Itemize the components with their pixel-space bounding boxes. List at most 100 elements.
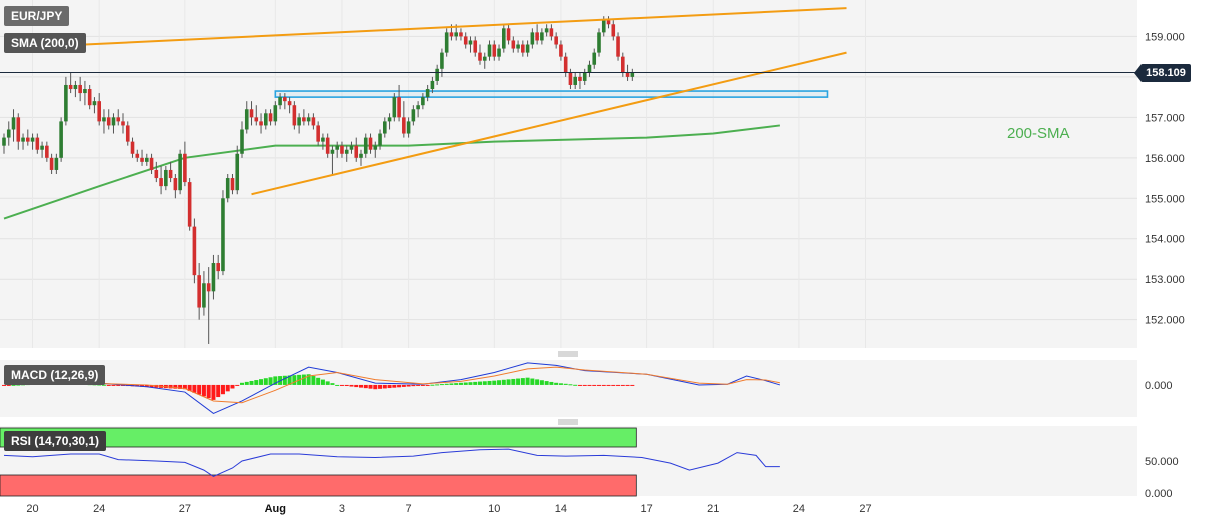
candle	[449, 32, 454, 37]
candle	[582, 72, 587, 81]
candle	[92, 101, 97, 106]
macd-histogram-bar	[392, 384, 397, 388]
macd-histogram-bar	[535, 379, 540, 385]
candle	[283, 97, 287, 102]
macd-histogram-bar	[568, 384, 573, 386]
macd-histogram-bar	[225, 384, 230, 392]
candle	[430, 80, 435, 90]
macd-histogram-bar	[192, 384, 197, 393]
macd-histogram-bar	[111, 384, 116, 386]
trendline	[84, 7, 847, 46]
macd-histogram-bar	[182, 384, 187, 390]
candle	[149, 157, 154, 170]
macd-histogram-bar	[616, 384, 621, 386]
candle	[287, 101, 292, 106]
candle	[473, 40, 478, 53]
x-tick-label: 20	[26, 503, 38, 515]
candle	[559, 44, 563, 57]
candle	[492, 44, 497, 57]
candle	[73, 84, 78, 90]
price-panel: 152.000 153.000 154.000 155.000 156.000 157.0…	[0, 0, 1185, 425]
macd-histogram-bar	[630, 384, 635, 386]
macd-histogram-bar	[149, 384, 154, 388]
macd-histogram-bar	[554, 382, 559, 385]
macd-histogram-bar	[473, 381, 478, 385]
x-axis: 20 24 27 Aug 3 7 10 14 17 21 24 27	[26, 503, 871, 515]
candle	[578, 76, 582, 81]
x-tick-label: 24	[793, 503, 805, 515]
macd-histogram-bar	[187, 384, 192, 391]
rsi-line	[3, 448, 780, 477]
candle	[592, 52, 597, 65]
macd-histogram-bar	[530, 378, 535, 385]
candle	[435, 68, 439, 81]
candle	[530, 32, 535, 45]
candle	[45, 145, 49, 158]
macd-histogram-bar	[230, 384, 235, 389]
candle	[26, 137, 30, 142]
price-panel-bg	[0, 0, 1137, 348]
candle	[516, 44, 520, 49]
macd-histogram-bar	[520, 378, 525, 385]
candle	[235, 153, 240, 191]
sma-annotation: 200-SMA	[1007, 125, 1070, 142]
macd-histogram-bar	[359, 384, 363, 388]
candle	[216, 263, 220, 272]
macd-histogram-bar	[325, 381, 330, 385]
macd-histogram-bar	[116, 384, 121, 386]
rsi-oversold-zone	[0, 474, 637, 497]
candle	[601, 20, 606, 33]
price-tick-label: 154.000	[1145, 234, 1185, 246]
candle	[373, 145, 378, 150]
candle	[387, 117, 392, 122]
x-tick-label: 21	[707, 503, 719, 515]
candle	[397, 97, 401, 118]
macd-histogram-bar	[506, 379, 511, 385]
trendline	[251, 51, 847, 196]
macd-histogram-bar	[411, 384, 416, 387]
candle	[359, 153, 363, 158]
macd-histogram-bar	[211, 384, 216, 400]
macd-histogram-bar	[197, 384, 202, 395]
macd-histogram-bar	[254, 380, 259, 385]
macd-histogram-bar	[444, 383, 449, 385]
rsi-indicator-badge: RSI (14,70,30,1)	[4, 431, 107, 451]
macd-histogram-bar	[292, 375, 297, 385]
candle	[259, 121, 263, 126]
candle	[140, 157, 144, 162]
candle	[64, 84, 68, 122]
price-tick-label: 156.000	[1145, 153, 1185, 165]
macd-histogram-bar	[2, 384, 6, 386]
macd-histogram-bar	[539, 380, 544, 385]
x-tick-label: 24	[93, 503, 105, 515]
price-tick-label: 153.000	[1145, 274, 1185, 286]
candle	[425, 89, 430, 98]
candle	[168, 169, 173, 179]
rsi-overbought-zone	[0, 427, 637, 448]
candle	[40, 145, 44, 150]
candle	[59, 121, 63, 158]
macd-histogram-bar	[558, 383, 563, 385]
candle	[268, 113, 273, 122]
candle	[421, 97, 425, 106]
candle	[154, 169, 159, 179]
candle	[249, 109, 254, 118]
candle	[130, 141, 135, 154]
candle	[273, 105, 278, 122]
candle	[225, 178, 230, 199]
candle	[316, 125, 320, 142]
macd-histogram-bar	[206, 384, 211, 399]
candle	[330, 149, 335, 154]
macd-histogram-bar	[378, 384, 383, 389]
macd-histogram-bar	[487, 380, 492, 385]
candle	[311, 117, 316, 126]
candle	[630, 72, 635, 77]
candle	[416, 105, 420, 110]
macd-histogram-bar	[173, 384, 178, 389]
macd-histogram-bar	[144, 384, 149, 388]
candle	[240, 129, 244, 154]
macd-histogram-bar	[501, 379, 506, 385]
price-tick-label: 159.000	[1145, 31, 1185, 43]
candle	[83, 89, 87, 94]
candle	[349, 145, 354, 150]
